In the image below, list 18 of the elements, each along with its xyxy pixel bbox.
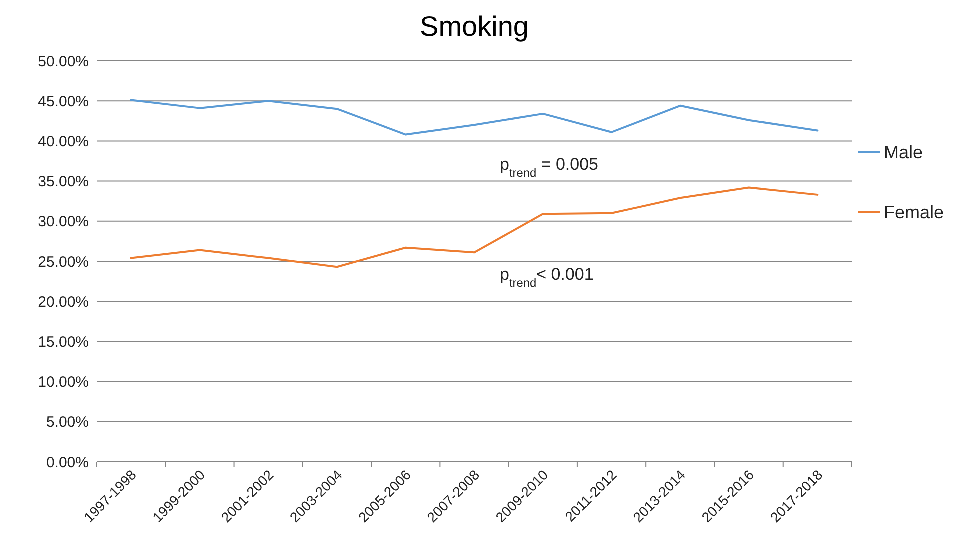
y-tick-label: 35.00% — [38, 174, 89, 191]
y-tick-label: 25.00% — [38, 254, 89, 271]
y-tick-label: 0.00% — [46, 454, 89, 472]
line-series — [130, 186, 819, 268]
y-tick-label: 5.00% — [46, 414, 89, 432]
legend-label: Male — [884, 142, 924, 162]
annotation: p$_{trend}$< 0.001 — [500, 265, 594, 290]
legend-label: Female — [884, 202, 944, 222]
y-tick-label: 20.00% — [38, 294, 89, 311]
y-tick-label: 30.00% — [38, 214, 89, 231]
line-series — [130, 99, 819, 136]
y-tick-label: 50.00% — [38, 53, 89, 70]
chart-title: Smoking — [420, 11, 529, 42]
y-tick-label: 40.00% — [38, 133, 89, 150]
y-tick-label: 15.00% — [38, 334, 89, 351]
annotation: p$_{trend}$ = 0.005 — [500, 155, 598, 180]
y-tick-label: 10.00% — [38, 374, 89, 392]
y-tick-label: 45.00% — [38, 93, 89, 110]
